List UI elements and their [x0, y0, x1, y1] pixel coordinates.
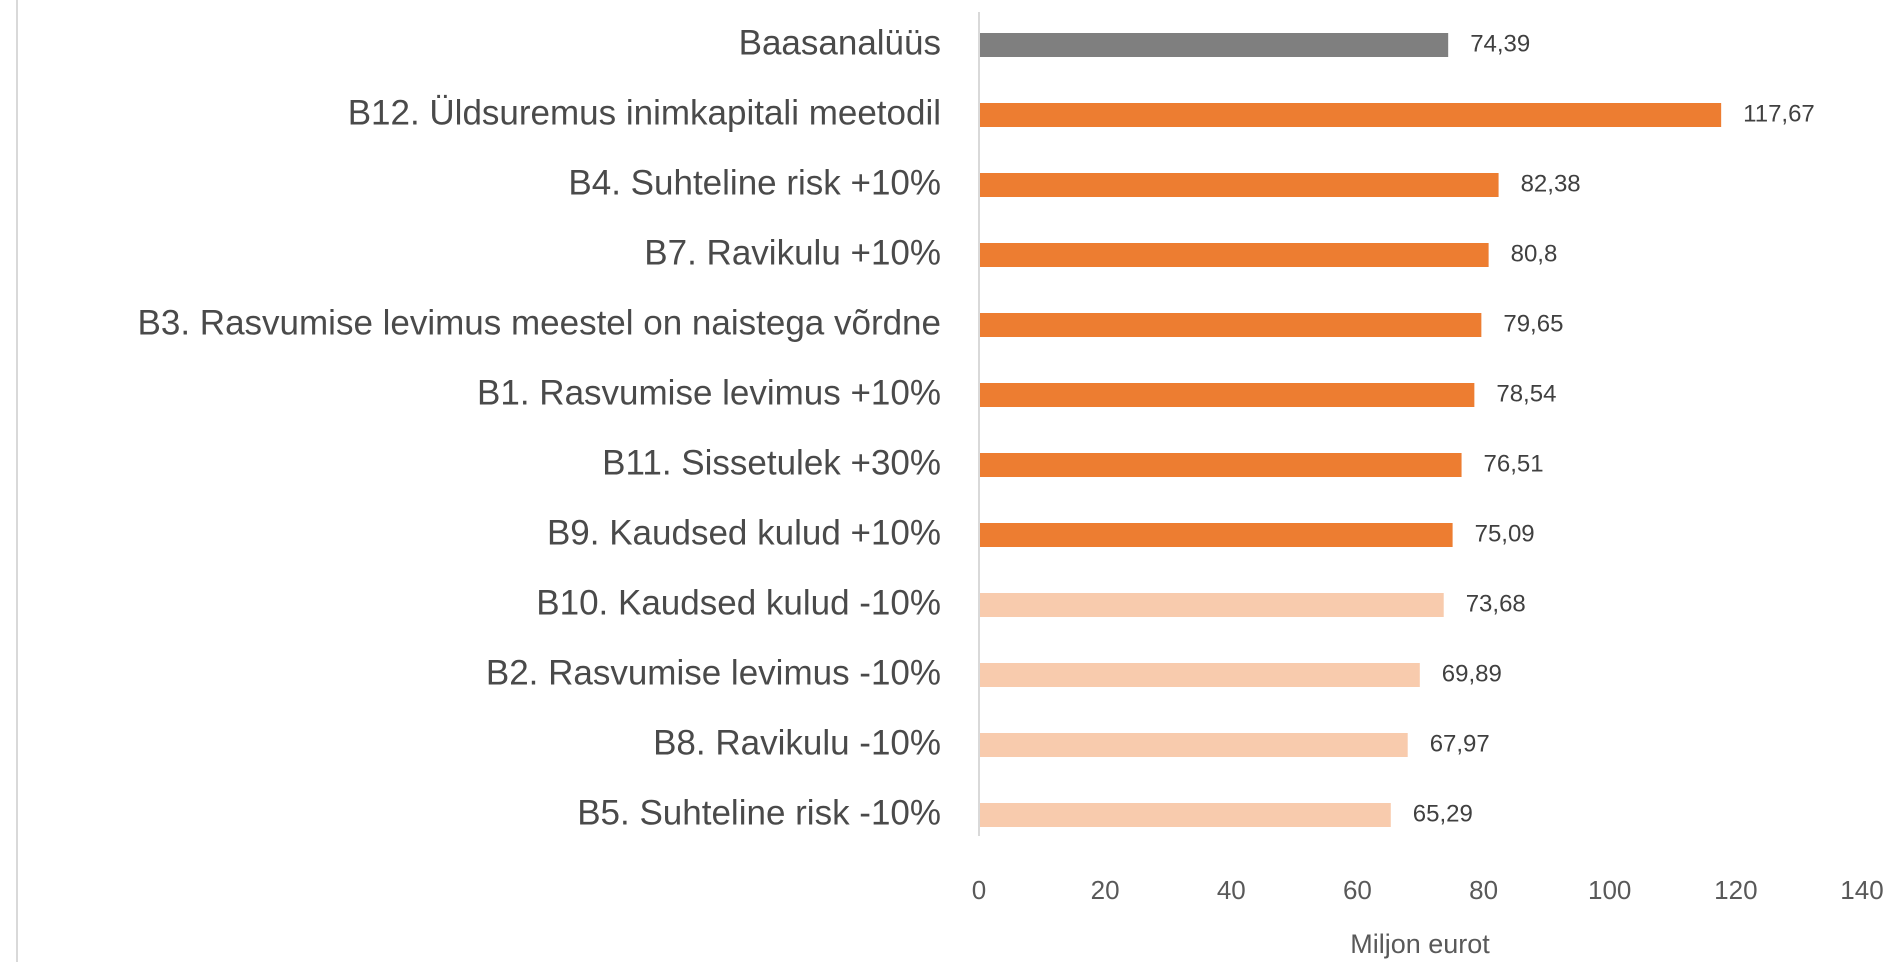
category-label: B9. Kaudsed kulud +10% — [547, 513, 941, 552]
category-label: B10. Kaudsed kulud -10% — [536, 583, 941, 622]
value-label: 80,8 — [1511, 240, 1558, 267]
category-label: Baasanalüüs — [739, 23, 941, 62]
bar — [979, 173, 1499, 197]
value-label: 74,39 — [1470, 30, 1530, 57]
value-label: 75,09 — [1475, 520, 1535, 547]
category-label: B1. Rasvumise levimus +10% — [477, 373, 941, 412]
value-label: 65,29 — [1413, 800, 1473, 827]
bar — [979, 663, 1420, 687]
bar — [979, 243, 1489, 267]
bar — [979, 383, 1475, 407]
x-axis-title: Miljon eurot — [1350, 929, 1490, 959]
x-tick-label: 100 — [1588, 875, 1631, 905]
category-label: B12. Üldsuremus inimkapitali meetodil — [348, 93, 941, 132]
bar — [979, 103, 1722, 127]
x-tick-label: 0 — [972, 875, 986, 905]
bar — [979, 313, 1482, 337]
category-label: B5. Suhteline risk -10% — [577, 793, 941, 832]
x-tick-label: 20 — [1091, 875, 1120, 905]
x-tick-label: 60 — [1343, 875, 1372, 905]
category-label: B8. Ravikulu -10% — [653, 723, 941, 762]
value-label: 82,38 — [1521, 170, 1581, 197]
value-label: 67,97 — [1430, 730, 1490, 757]
bar — [979, 33, 1449, 57]
x-tick-label: 40 — [1217, 875, 1246, 905]
value-label: 69,89 — [1442, 660, 1502, 687]
category-label: B3. Rasvumise levimus meestel on naisteg… — [138, 303, 941, 342]
value-label: 79,65 — [1503, 310, 1563, 337]
bar — [979, 523, 1453, 547]
bar — [979, 453, 1462, 477]
bar — [979, 593, 1444, 617]
value-label: 78,54 — [1496, 380, 1556, 407]
x-tick-label: 140 — [1840, 875, 1883, 905]
category-label: B4. Suhteline risk +10% — [568, 163, 941, 202]
bar — [979, 733, 1408, 757]
value-label: 76,51 — [1484, 450, 1544, 477]
bar — [979, 803, 1391, 827]
value-label: 73,68 — [1466, 590, 1526, 617]
category-label: B7. Ravikulu +10% — [644, 233, 941, 272]
x-tick-label: 80 — [1469, 875, 1498, 905]
category-label: B2. Rasvumise levimus -10% — [486, 653, 941, 692]
category-label: B11. Sissetulek +30% — [602, 443, 941, 482]
x-tick-label: 120 — [1714, 875, 1757, 905]
value-label: 117,67 — [1743, 100, 1815, 127]
